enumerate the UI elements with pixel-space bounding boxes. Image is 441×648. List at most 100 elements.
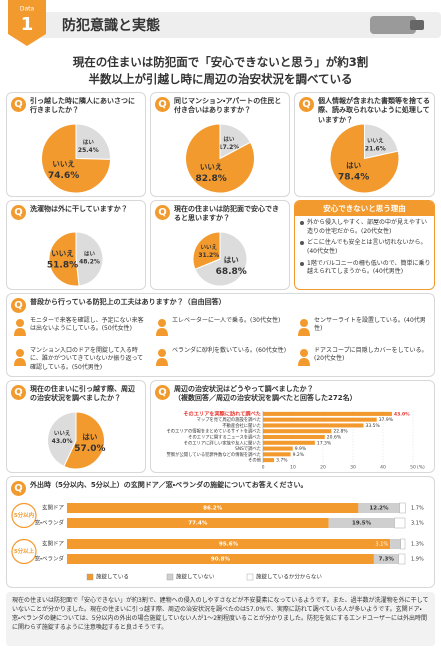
icon-body	[14, 328, 26, 336]
slice-category: はい	[82, 433, 97, 442]
bar	[263, 452, 291, 457]
segment-label: 1.9%	[411, 557, 424, 563]
icon-head	[16, 319, 24, 327]
person-icon	[298, 349, 310, 366]
pie-slice	[63, 411, 105, 470]
q-badge: Q	[155, 97, 170, 112]
pie-slice	[75, 231, 104, 287]
y-tick-label: 警察が公開している犯罪件数などの情報を調べた	[167, 451, 261, 458]
group-icon	[11, 538, 37, 565]
bar-segment	[399, 502, 406, 514]
camera-lens	[410, 20, 424, 30]
legend-swatch	[246, 573, 254, 581]
bar-segment	[67, 518, 329, 528]
bar-label: 17.3%	[317, 440, 332, 446]
icon-body	[14, 358, 26, 366]
bar-label: 3.7%	[276, 458, 288, 464]
pie-slice	[185, 123, 255, 194]
tip: センサーライトを設置している。(40代男性)	[297, 316, 433, 344]
tip-text: センサーライトを設置している。(40代男性)	[314, 317, 426, 333]
bar-label: 20.6%	[327, 435, 342, 441]
icon-head	[158, 349, 166, 357]
segment-label: 7.3%	[379, 557, 395, 563]
chart-title: 個人情報が含まれた書類等を捨てる際、読み取られないように処理していますか？	[318, 97, 430, 124]
person-icon	[156, 349, 168, 366]
reason-text: 外から侵入しやすく、部屋の中が見えやすい造りの住宅だから。(20代女性)	[307, 219, 427, 235]
chart-title: 周辺の治安状況はどうやって調べましたか？ （複数回答／周辺の治安状況を調べたと回…	[174, 385, 357, 403]
title-bar	[38, 12, 441, 38]
bar	[263, 429, 332, 434]
bar-chart: 0 10 20 30 40 50 (%) そのエリアを実際に訪れて調べた 43.0% マップを見て…	[166, 410, 425, 471]
segment-label: 86.2%	[203, 506, 223, 512]
y-tick-label: その他	[248, 457, 262, 464]
tip-text: エレベーターに一人で乗る。(30代女性)	[172, 317, 281, 324]
chart-title: 同じマンション・アパートの住民と付き合いはありますか？	[174, 97, 282, 115]
chart-panel: Q 引っ越した時に隣人にあいさつに行きましたか？ はい 25.4% いいえ 74.6%	[6, 92, 146, 197]
y-tick-label: そのエリアに詳しい家族や友人に聞いた	[184, 439, 261, 446]
reasons-list: 外から侵入しやすく、部屋の中が見えやすい造りの住宅だから。(20代女性) どこに住…	[300, 219, 431, 280]
segment-label: 1.7%	[411, 506, 424, 512]
bar	[263, 446, 293, 451]
headline-line: 現在の住まいは防犯面で「安心できないと思う」が約3割	[72, 55, 369, 69]
segment-label: 3.1%	[411, 521, 424, 527]
bar	[263, 458, 275, 463]
tip-text: ベランダに砂利を敷いている。(60代女性)	[172, 347, 287, 354]
q-badge: Q	[299, 97, 314, 112]
chart-panel: Q 同じマンション・アパートの住民と付き合いはありますか？ はい 17.2% いいえ 82…	[150, 92, 290, 197]
icon-body	[298, 328, 310, 336]
badge-label: Data	[20, 6, 35, 13]
slice-category: はい	[224, 256, 239, 265]
chart-title: 洗濯物は外に干していますか？	[30, 205, 128, 213]
bar-segment	[400, 538, 406, 550]
reasons-title: 安心できないと思う理由	[295, 201, 434, 216]
x-tick-label: 30	[350, 465, 356, 471]
bar-label: 9.2%	[293, 452, 305, 458]
q-badge: Q	[155, 205, 170, 220]
icon-body	[156, 328, 168, 336]
chart-title: 引っ越した時に隣人にあいさつに行きましたか？	[30, 97, 135, 115]
slice-label: 31.2%	[198, 252, 219, 259]
reasons-box: 安心できないと思う理由 外から侵入しやすく、部屋の中が見えやすい造りの住宅だから…	[294, 200, 435, 290]
person-icon	[14, 349, 26, 366]
reason-item: どこに住んでも安全とは言い切れないから。(40代女性)	[300, 239, 431, 256]
pie-slice	[48, 231, 80, 287]
section-title: 防犯意識と実態	[62, 17, 160, 34]
bar-segment	[67, 539, 391, 549]
bar-label: 22.8%	[333, 429, 348, 435]
legend-swatch	[86, 573, 94, 581]
slice-label: 57.0%	[74, 444, 105, 454]
pie-slice	[47, 411, 77, 467]
headline-line: 半数以上が引越し時に周辺の治安状況を調べている	[88, 72, 353, 86]
segment-label: 77.4%	[188, 521, 208, 527]
slice-label: 74.6%	[48, 171, 79, 181]
y-tick-label: そのエリアを実際に訪れて調べた	[183, 410, 261, 417]
bar-segment	[394, 517, 406, 529]
headline: 現在の住まいは防犯面で「安心できないと思う」が約3割 半数以上が引越し時に周辺の…	[0, 54, 441, 88]
bullet	[300, 261, 304, 266]
tip: モニターで来客を確認し、予定にない来客は出ないようにしている。(50代女性)	[13, 316, 149, 344]
y-tick-label: そのエリアの情報をまとめているサイトを調べた	[166, 428, 261, 435]
slice-label: 17.2%	[218, 144, 239, 151]
q-badge: Q	[11, 298, 26, 313]
bar-segment	[358, 503, 400, 513]
y-tick-label: そのエリアに関するニュースを調べた	[188, 434, 261, 441]
slice-category: いいえ	[367, 138, 384, 145]
chart-title: 現在の住まいは防犯面で安心できると思いますか？	[174, 205, 279, 223]
bullet	[300, 241, 304, 246]
pie-slice	[75, 123, 111, 160]
reason-item: 外から侵入しやすく、部屋の中が見えやすい造りの住宅だから。(20代女性)	[300, 219, 431, 236]
segment-label: 90.8%	[211, 557, 231, 563]
bullet	[300, 221, 304, 225]
slice-label: 48.2%	[79, 259, 100, 266]
q-badge: Q	[11, 97, 26, 112]
slice-category: はい	[83, 139, 95, 146]
bar	[263, 440, 315, 445]
q-badge: Q	[11, 481, 26, 496]
slice-label: 82.8%	[196, 174, 227, 184]
legend-swatch	[166, 573, 174, 581]
